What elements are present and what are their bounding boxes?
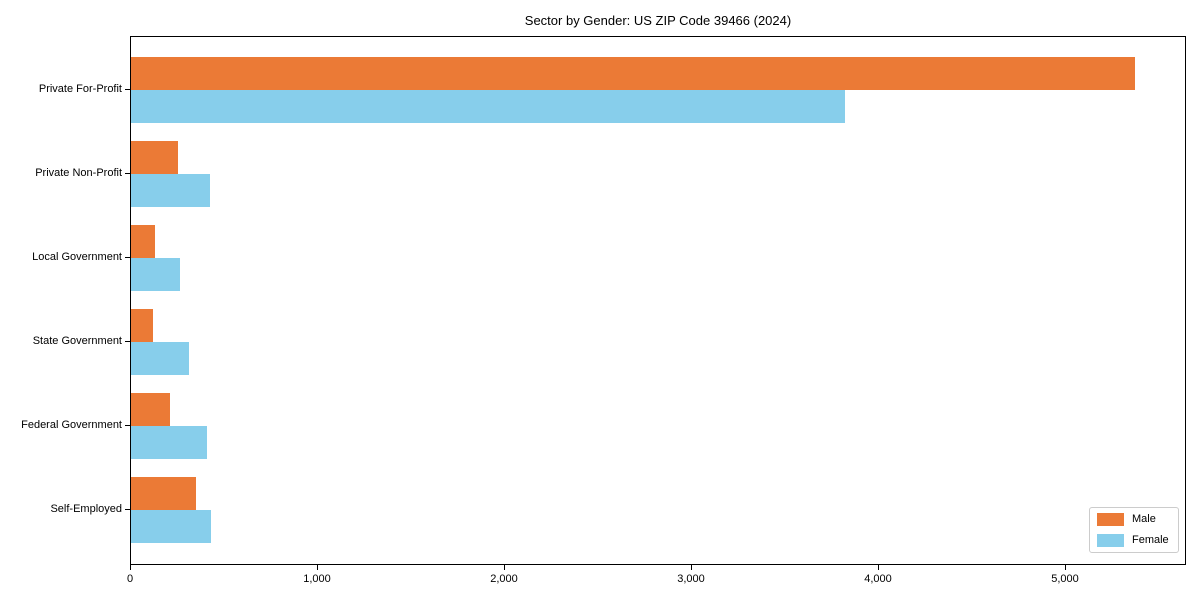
- bar-male-state-government: [131, 309, 154, 342]
- bar-female-private-non-profit: [131, 174, 211, 207]
- x-tick: [504, 565, 506, 570]
- bar-male-private-non-profit: [131, 141, 178, 174]
- legend-swatch-male: [1097, 513, 1124, 526]
- y-axis-label-state-government: State Government: [32, 335, 122, 347]
- y-axis-label-self-employed: Self-Employed: [50, 503, 122, 515]
- bar-male-local-government: [131, 225, 156, 258]
- bar-male-self-employed: [131, 477, 197, 510]
- bar-male-private-for-profit: [131, 57, 1136, 90]
- bar-female-federal-government: [131, 426, 207, 459]
- legend: Male Female: [1089, 507, 1179, 553]
- y-tick: [125, 89, 130, 91]
- legend-swatch-female: [1097, 534, 1124, 547]
- legend-entry-female: Female: [1097, 534, 1171, 547]
- bar-female-local-government: [131, 258, 180, 291]
- y-tick: [125, 173, 130, 175]
- legend-entry-male: Male: [1097, 513, 1171, 526]
- x-axis-label-5-000: 5,000: [1051, 573, 1079, 585]
- bar-male-federal-government: [131, 393, 171, 426]
- y-axis-label-private-non-profit: Private Non-Profit: [35, 167, 122, 179]
- y-tick: [125, 341, 130, 343]
- x-axis-label-3-000: 3,000: [677, 573, 705, 585]
- y-axis-label-local-government: Local Government: [32, 251, 122, 263]
- x-tick: [130, 565, 132, 570]
- x-axis-label-4-000: 4,000: [864, 573, 892, 585]
- y-axis-label-private-for-profit: Private For-Profit: [38, 83, 122, 95]
- x-tick: [691, 565, 693, 570]
- x-axis-label-1-000: 1,000: [303, 573, 331, 585]
- y-tick: [125, 257, 130, 259]
- y-tick: [125, 509, 130, 511]
- bar-female-self-employed: [131, 510, 212, 543]
- legend-label-female: Female: [1132, 534, 1169, 546]
- x-axis-label-0: 0: [126, 573, 134, 585]
- chart-title: Sector by Gender: US ZIP Code 39466 (202…: [524, 13, 792, 28]
- y-axis-label-federal-government: Federal Government: [21, 419, 122, 431]
- y-tick: [125, 425, 130, 427]
- plot-area: [130, 36, 1186, 565]
- x-tick: [317, 565, 319, 570]
- x-tick: [1065, 565, 1067, 570]
- x-tick: [878, 565, 880, 570]
- x-axis-label-2-000: 2,000: [490, 573, 518, 585]
- bar-female-private-for-profit: [131, 90, 846, 123]
- legend-label-male: Male: [1132, 513, 1156, 525]
- bar-female-state-government: [131, 342, 189, 375]
